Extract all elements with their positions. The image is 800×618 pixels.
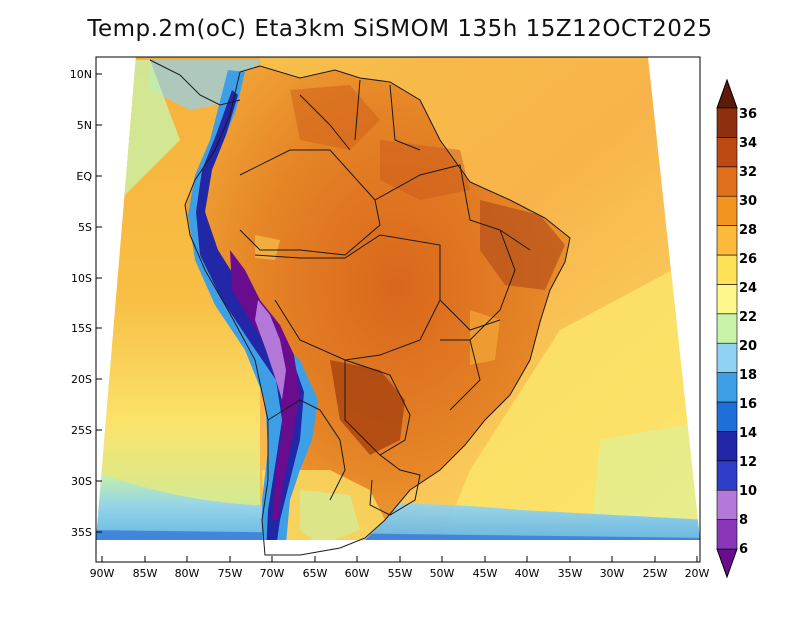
hot-region-venezuela xyxy=(290,85,380,150)
lat-label: 10S xyxy=(71,272,92,285)
lon-label: 60W xyxy=(345,567,370,580)
central-america xyxy=(149,59,241,106)
lat-label: 20S xyxy=(71,373,92,386)
border-brazil-inner xyxy=(439,229,531,411)
colorbar-tick-label: 24 xyxy=(739,281,757,296)
country-boundaries xyxy=(149,59,571,556)
colorbar-tick-label: 36 xyxy=(739,107,757,122)
lat-label: 5N xyxy=(77,119,92,132)
lon-label: 30W xyxy=(600,567,625,580)
patagonia-cooler xyxy=(300,490,360,540)
colorbar-tick-label: 26 xyxy=(739,252,757,267)
hot-region-paraguay xyxy=(330,360,405,455)
lat-label: 10N xyxy=(70,68,92,81)
border-paraguay xyxy=(344,359,411,456)
colorbar-segment xyxy=(716,225,738,256)
colorbar-segment xyxy=(716,519,738,550)
colorbar-min-arrow xyxy=(716,548,738,579)
colorbar-tick-label: 28 xyxy=(739,223,757,238)
colorbar-tick-label: 10 xyxy=(739,484,757,499)
colorbar-segment xyxy=(716,137,738,168)
andes-coldest xyxy=(230,250,300,520)
colorbar-segment xyxy=(716,254,738,285)
colorbar-tick-label: 20 xyxy=(739,339,757,354)
map-axes: 10N 5N EQ 5S 10S 15S 20S 25S 30S 35S xyxy=(70,56,710,580)
colorbar-segment xyxy=(716,284,738,315)
cool-region-minas xyxy=(470,310,500,365)
colorbar-tick-label: 34 xyxy=(739,136,757,151)
colorbar-segment xyxy=(716,166,738,197)
longitude-axis: 90W 85W 80W 75W 70W 65W 60W 55W 50W 45W … xyxy=(90,556,710,580)
lat-label: 30S xyxy=(71,475,92,488)
colorbar-tick-label: 30 xyxy=(739,194,757,209)
colorbar-segment xyxy=(716,107,738,138)
lat-label: 15S xyxy=(71,322,92,335)
colorbar-segment xyxy=(716,431,738,462)
lon-label: 20W xyxy=(685,567,710,580)
andes-altiplano xyxy=(255,300,286,400)
andes-very-cold xyxy=(196,90,304,540)
lon-label: 90W xyxy=(90,567,115,580)
border-guianas xyxy=(299,79,421,151)
border-colombia-peru xyxy=(239,149,381,256)
colorbar-tick-label: 14 xyxy=(739,426,757,441)
colorbar-tick-label: 16 xyxy=(739,397,757,412)
lon-label: 35W xyxy=(558,567,583,580)
lon-label: 50W xyxy=(430,567,455,580)
lon-label: 65W xyxy=(303,567,328,580)
colorbar-segment xyxy=(716,460,738,491)
colorbar-tick-label: 8 xyxy=(739,513,748,528)
colorbar-tick-label: 12 xyxy=(739,455,757,470)
border-argentina-chile xyxy=(267,399,346,501)
southern-ocean-cold xyxy=(96,530,700,540)
map-frame xyxy=(95,56,701,563)
lon-label: 25W xyxy=(643,567,668,580)
south-atlantic-cooler xyxy=(590,420,700,540)
lat-label: 25S xyxy=(71,424,92,437)
colorbar-segments xyxy=(716,107,738,550)
lon-label: 85W xyxy=(133,567,158,580)
colorbar-segment xyxy=(716,401,738,432)
lat-label: 5S xyxy=(78,221,92,234)
colorbar: 6 8 10 12 14 16 18 20 22 24 26 28 30 32 … xyxy=(716,78,757,579)
lon-label: 55W xyxy=(388,567,413,580)
lon-label: 70W xyxy=(260,567,285,580)
cool-region-peru xyxy=(255,235,280,260)
colorbar-tick-label: 18 xyxy=(739,368,757,383)
lat-label: 35S xyxy=(71,526,92,539)
border-uruguay xyxy=(369,454,421,516)
colorbar-max-arrow xyxy=(716,78,738,109)
colorbar-segment xyxy=(716,195,738,226)
colorbar-segment xyxy=(716,372,738,403)
colorbar-tick-label: 22 xyxy=(739,310,757,325)
lat-label: EQ xyxy=(76,170,92,183)
map-domain xyxy=(96,57,700,540)
coastline xyxy=(184,65,571,556)
colorbar-labels: 6 8 10 12 14 16 18 20 22 24 26 28 30 32 … xyxy=(739,107,757,557)
colorbar-segment xyxy=(716,313,738,344)
lon-label: 40W xyxy=(515,567,540,580)
latitude-axis: 10N 5N EQ 5S 10S 15S 20S 25S 30S 35S xyxy=(70,68,102,539)
colorbar-segment xyxy=(716,489,738,520)
lon-label: 75W xyxy=(218,567,243,580)
map-title: Temp.2m(oC) Eta3km SiSMOM 135h 15Z12OCT2… xyxy=(87,16,713,42)
lon-label: 45W xyxy=(473,567,498,580)
lon-label: 80W xyxy=(175,567,200,580)
colorbar-tick-label: 32 xyxy=(739,165,757,180)
colorbar-segment xyxy=(716,342,738,373)
colorbar-tick-label: 6 xyxy=(739,542,748,557)
